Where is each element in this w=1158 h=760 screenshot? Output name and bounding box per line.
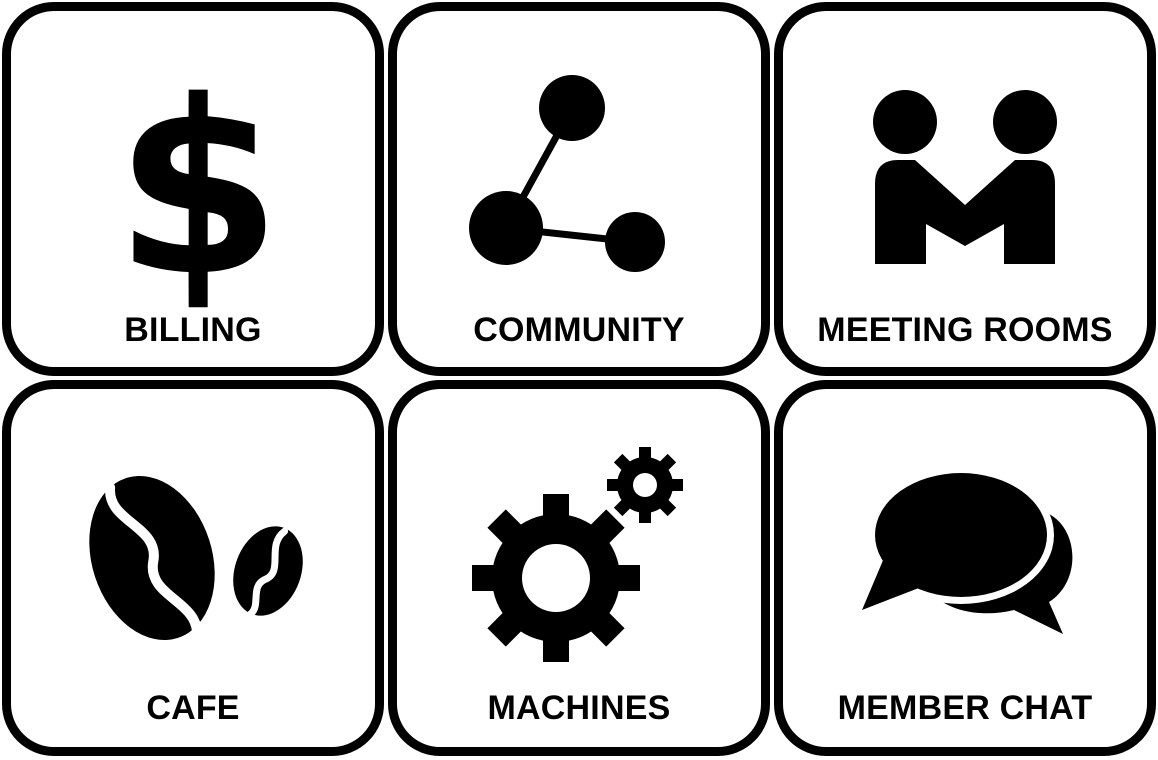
gears-icon [397,389,761,747]
coffee-beans-icon [11,389,375,747]
network-nodes-icon [397,11,761,367]
meeting-people-icon [783,11,1147,367]
svg-text:$: $ [115,49,282,329]
tile-label-machines: MACHINES [487,689,671,727]
tile-member-chat[interactable]: MEMBER CHAT [774,380,1156,756]
tile-label-cafe: CAFE [146,689,240,727]
tile-label-community: COMMUNITY [473,311,685,349]
chat-bubbles-icon [783,389,1147,747]
tile-cafe[interactable]: CAFE [2,380,384,756]
dollar-icon: $ [11,11,375,367]
tile-community[interactable]: COMMUNITY [388,2,770,376]
tile-billing[interactable]: $ BILLING [2,2,384,376]
tile-machines[interactable]: MACHINES [388,380,770,756]
tile-label-billing: BILLING [124,311,262,349]
tile-label-meeting-rooms: MEETING ROOMS [817,311,1113,349]
tile-meeting-rooms[interactable]: MEETING ROOMS [774,2,1156,376]
tile-label-member-chat: MEMBER CHAT [837,689,1093,727]
